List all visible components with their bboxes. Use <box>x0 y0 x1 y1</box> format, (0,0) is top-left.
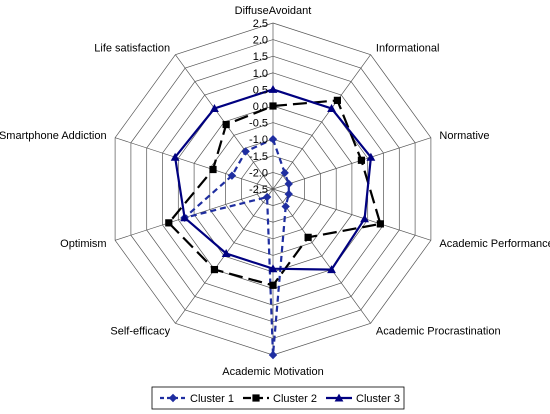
data-point <box>170 152 180 161</box>
axis-label: Life satisfaction <box>94 42 170 54</box>
axis-spoke <box>272 188 432 241</box>
tick-label: -1.5 <box>249 151 268 163</box>
data-point <box>269 102 277 110</box>
data-point <box>210 104 219 112</box>
data-point <box>262 192 272 202</box>
axis-label: Normative <box>439 130 489 142</box>
axis-labels: DiffuseAvoidant Informational Normative Aca… <box>0 5 550 378</box>
tick-label: 2.5 <box>253 18 268 30</box>
data-point <box>168 393 178 403</box>
radar-grid <box>114 22 432 356</box>
legend-item: Cluster 1 <box>160 393 234 405</box>
tick-label: -2.5 <box>249 184 268 196</box>
radar-series <box>165 85 384 360</box>
data-point <box>376 220 384 228</box>
series-cluster-2 <box>165 96 384 289</box>
axis-label: Academic Performance <box>439 238 550 250</box>
tick-label: -1.0 <box>249 134 268 146</box>
axis-spoke <box>272 188 371 324</box>
data-point <box>180 213 189 222</box>
data-point <box>360 214 369 223</box>
series-line <box>183 137 290 356</box>
data-point <box>227 171 237 180</box>
data-point <box>252 394 260 402</box>
tick-label: 2.0 <box>253 35 268 47</box>
data-point <box>221 249 231 257</box>
axis-label: Optimism <box>60 238 106 250</box>
tick-label: 0.0 <box>253 101 268 113</box>
data-point <box>210 265 219 274</box>
axis-spoke <box>272 137 432 190</box>
data-point <box>268 85 278 93</box>
data-point <box>241 147 250 156</box>
data-point <box>304 233 312 241</box>
axis-spoke <box>114 137 274 190</box>
data-point <box>327 265 336 274</box>
tick-label: 1.0 <box>253 68 268 80</box>
data-point <box>269 281 277 289</box>
data-point <box>281 202 290 211</box>
data-point <box>284 179 293 189</box>
legend-item: Cluster 3 <box>326 393 400 405</box>
axis-label: Smartphone Addiction <box>0 130 107 142</box>
series-cluster-3 <box>170 85 376 274</box>
data-point <box>284 189 293 199</box>
axis-label: DiffuseAvoidant <box>235 5 312 17</box>
tick-label: -2.0 <box>249 167 268 179</box>
tick-label: 0.5 <box>253 84 268 96</box>
tick-label: 1.5 <box>253 51 268 63</box>
data-point <box>209 165 217 174</box>
tick-labels: 2.5 2.0 1.5 1.0 0.5 0.0 -0.5 -1.0 -1.5 -2.0 -2.5 <box>249 18 268 196</box>
data-point <box>165 219 173 227</box>
legend-item: Cluster 2 <box>243 393 317 405</box>
data-point <box>268 350 278 360</box>
axis-label: Academic Motivation <box>222 366 324 378</box>
axis-label: Self-efficacy <box>110 326 170 338</box>
legend-label: Cluster 2 <box>273 393 317 405</box>
legend-box <box>151 386 405 410</box>
data-point <box>268 135 278 144</box>
data-point <box>333 96 341 104</box>
series-cluster-1 <box>180 135 293 360</box>
data-point <box>334 393 344 402</box>
data-point <box>357 156 366 164</box>
data-point <box>222 120 230 129</box>
tick-label: -0.5 <box>249 118 268 130</box>
axis-spoke <box>272 54 371 190</box>
axis-label: Informational <box>376 42 440 54</box>
data-point <box>280 168 289 178</box>
legend-label: Cluster 3 <box>356 393 400 405</box>
data-point <box>268 264 278 273</box>
axis-label: Academic Procrastination <box>376 326 501 338</box>
legend-label: Cluster 1 <box>190 393 234 405</box>
data-point <box>327 104 336 112</box>
chart-legend: Cluster 1 Cluster 2 Cluster 3 <box>151 386 405 410</box>
data-point <box>366 152 376 161</box>
